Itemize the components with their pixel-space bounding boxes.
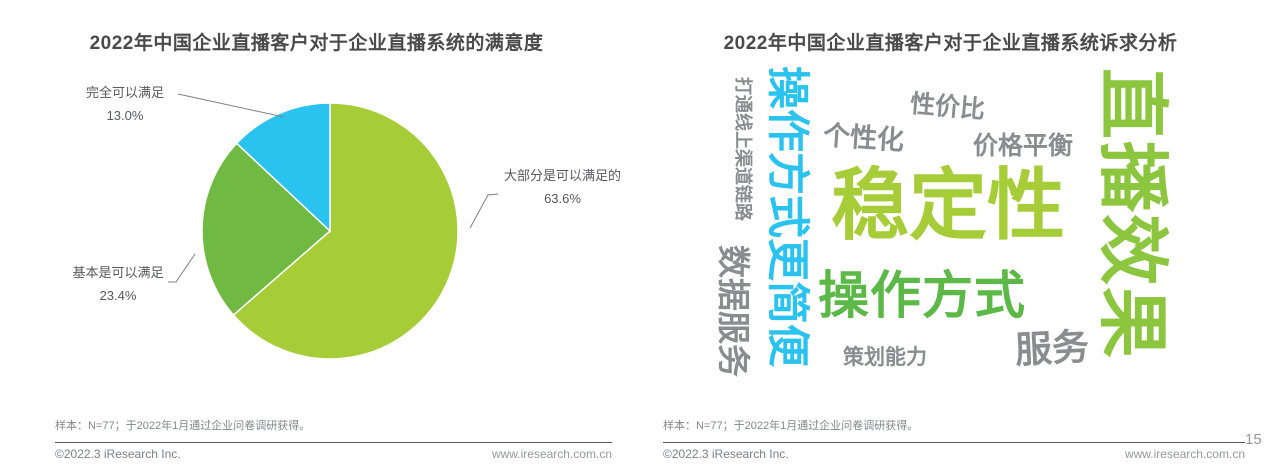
pie-label-full-name: 完全可以满足 (85, 85, 164, 100)
page-number: 15 (1245, 431, 1262, 448)
pie-slice (201, 142, 332, 317)
leader-line-full (177, 93, 285, 118)
leader-lines (168, 93, 499, 283)
wordcloud-word: 数据服务 (715, 245, 752, 377)
wordcloud-word: 稳定性 (831, 161, 1066, 249)
pie-slices (201, 102, 459, 360)
sample-note: 样本：N=77；于2022年1月通过企业问卷调研获得。 (55, 420, 311, 432)
pie-label-basic: 基本是可以满足 23.4% (58, 266, 178, 302)
pie-chart (168, 93, 499, 360)
sample-note: 样本：N=77；于2022年1月通过企业问卷调研获得。 (663, 420, 919, 432)
wordcloud-word: 操作方式更简便 (763, 66, 811, 367)
pie-label-most-name: 大部分是可以满足的 (503, 168, 621, 183)
wordcloud-word: 性价比 (908, 89, 987, 125)
demand-wordcloud-panel: 2022年中国企业直播客户对于企业直播系统诉求分析 打通线上渠道链路 操作方式更… (634, 0, 1267, 471)
pie-chart-title: 2022年中国企业直播客户对于企业直播系统的满意度 (89, 33, 544, 54)
wordcloud-word: 策划能力 (843, 346, 927, 369)
pie-slice (232, 102, 459, 360)
footer-row: ©2022.3 iResearch Inc. www.iresearch.com… (663, 447, 1245, 461)
pie-label-full-value: 13.0% (106, 108, 144, 123)
pie-label-most-value: 63.6% (544, 191, 581, 206)
pie-label-most: 大部分是可以满足的 63.6% (495, 169, 630, 205)
footer-divider (55, 442, 612, 443)
footer-row: ©2022.3 iResearch Inc. www.iresearch.com… (55, 447, 612, 461)
pie-slice (235, 102, 331, 233)
website-link: www.iresearch.com.cn (491, 447, 612, 461)
wordcloud-word: 直播效果 (1092, 68, 1171, 361)
wordcloud-word: 价格平衡 (973, 132, 1074, 160)
leader-line-basic (168, 253, 196, 283)
pie-label-full: 完全可以满足 13.0% (70, 86, 180, 122)
footer-divider (663, 442, 1245, 443)
copyright-text: ©2022.3 iResearch Inc. (663, 447, 789, 461)
website-link: www.iresearch.com.cn (1124, 447, 1245, 461)
satisfaction-pie-panel: 2022年中国企业直播客户对于企业直播系统的满意度 完全可以满足 13.0% 大… (0, 0, 633, 471)
pie-label-basic-value: 23.4% (99, 288, 137, 303)
copyright-text: ©2022.3 iResearch Inc. (55, 447, 181, 461)
wordcloud-word: 服务 (1013, 326, 1091, 371)
leader-line-most (469, 193, 499, 229)
wordcloud-title: 2022年中国企业直播客户对于企业直播系统诉求分析 (723, 33, 1178, 54)
wordcloud-word: 打通线上渠道链路 (733, 77, 753, 221)
pie-label-basic-name: 基本是可以满足 (72, 265, 164, 280)
wordcloud-word: 操作方式 (818, 267, 1027, 324)
wordcloud-word: 个性化 (822, 120, 905, 156)
